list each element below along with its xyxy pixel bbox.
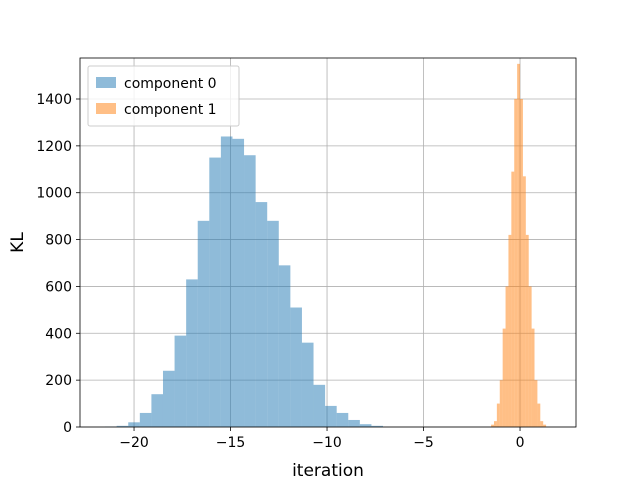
histogram-bar-component-0	[162, 370, 175, 427]
x-tick-label: −20	[119, 435, 149, 451]
x-tick-label: 0	[516, 435, 525, 451]
histogram-bar-component-1	[522, 176, 526, 427]
histogram-bar-component-1	[525, 234, 529, 427]
y-tick-label: 400	[45, 326, 72, 342]
x-tick-label: −10	[312, 435, 342, 451]
histogram-bar-component-0	[186, 279, 198, 427]
histogram-bar-component-0	[255, 202, 268, 427]
plot-frame	[79, 57, 577, 428]
bars-layer	[105, 63, 547, 428]
histogram-bar-component-1	[514, 99, 518, 427]
histogram-bar-component-0	[336, 412, 349, 427]
legend-label-component-0: component 0	[124, 76, 217, 92]
histogram-bar-component-0	[278, 265, 291, 427]
y-tick-label: 0	[63, 420, 72, 436]
ticks-layer: −20 −15 −10 −5 0 0 200 400 600 800 1000 1200 1400	[36, 92, 524, 451]
histogram-bar-component-1	[502, 328, 506, 427]
histogram-bar-component-0	[174, 335, 187, 427]
histogram-bar-component-1	[505, 286, 509, 427]
legend: component 0 component 1	[87, 65, 240, 127]
legend-swatch-component-1	[96, 103, 116, 114]
histogram-bar-component-1	[534, 380, 538, 427]
histogram-bar-component-1	[520, 99, 523, 427]
histogram-bar-component-0	[325, 405, 337, 427]
histogram-bar-component-0	[128, 422, 140, 427]
histogram-bar-component-0	[139, 412, 152, 427]
histogram-bar-component-0	[220, 136, 233, 427]
x-axis-label: iteration	[292, 461, 364, 480]
legend-box	[87, 65, 240, 127]
histogram-bar-component-0	[151, 394, 163, 427]
histogram-bar-component-0	[116, 425, 129, 427]
histogram-bar-component-0	[359, 424, 372, 427]
histogram-bar-component-0	[232, 138, 245, 428]
y-tick-label: 1400	[36, 92, 72, 108]
legend-swatch-component-0	[96, 77, 116, 88]
histogram-bar-component-0	[244, 155, 256, 427]
histogram-bar-component-0	[209, 157, 221, 428]
histogram-bar-component-1	[499, 380, 503, 427]
histogram-bar-component-1	[511, 171, 515, 427]
histogram-bar-component-0	[197, 220, 210, 427]
histogram-bar-component-1	[508, 234, 512, 427]
histogram-bar-component-0	[313, 384, 326, 427]
histogram-bar-component-1	[528, 286, 532, 427]
histogram-bar-component-0	[371, 425, 384, 427]
y-axis-label: KL	[8, 232, 28, 253]
y-tick-label: 1000	[36, 186, 72, 202]
x-tick-label: −15	[216, 435, 246, 451]
histogram-bar-component-1	[517, 63, 521, 427]
histogram-bar-component-1	[543, 424, 547, 427]
histogram-bar-component-0	[290, 307, 302, 427]
histogram-bar-component-1	[491, 424, 494, 427]
y-tick-label: 1200	[36, 139, 72, 155]
histogram-bar-component-1	[540, 421, 544, 427]
histogram-bar-component-0	[348, 419, 360, 427]
histogram-bar-component-1	[493, 421, 497, 427]
y-tick-label: 200	[45, 373, 72, 389]
y-tick-label: 800	[45, 233, 72, 249]
legend-label-component-1: component 1	[124, 102, 217, 118]
y-tick-label: 600	[45, 279, 72, 295]
histogram-bar-component-0	[267, 220, 279, 427]
histogram-bar-component-1	[531, 328, 535, 427]
histogram-bar-component-0	[301, 342, 314, 427]
x-tick-label: −5	[413, 435, 434, 451]
histogram-bar-component-1	[496, 403, 500, 427]
histogram-bar-component-1	[537, 403, 541, 427]
